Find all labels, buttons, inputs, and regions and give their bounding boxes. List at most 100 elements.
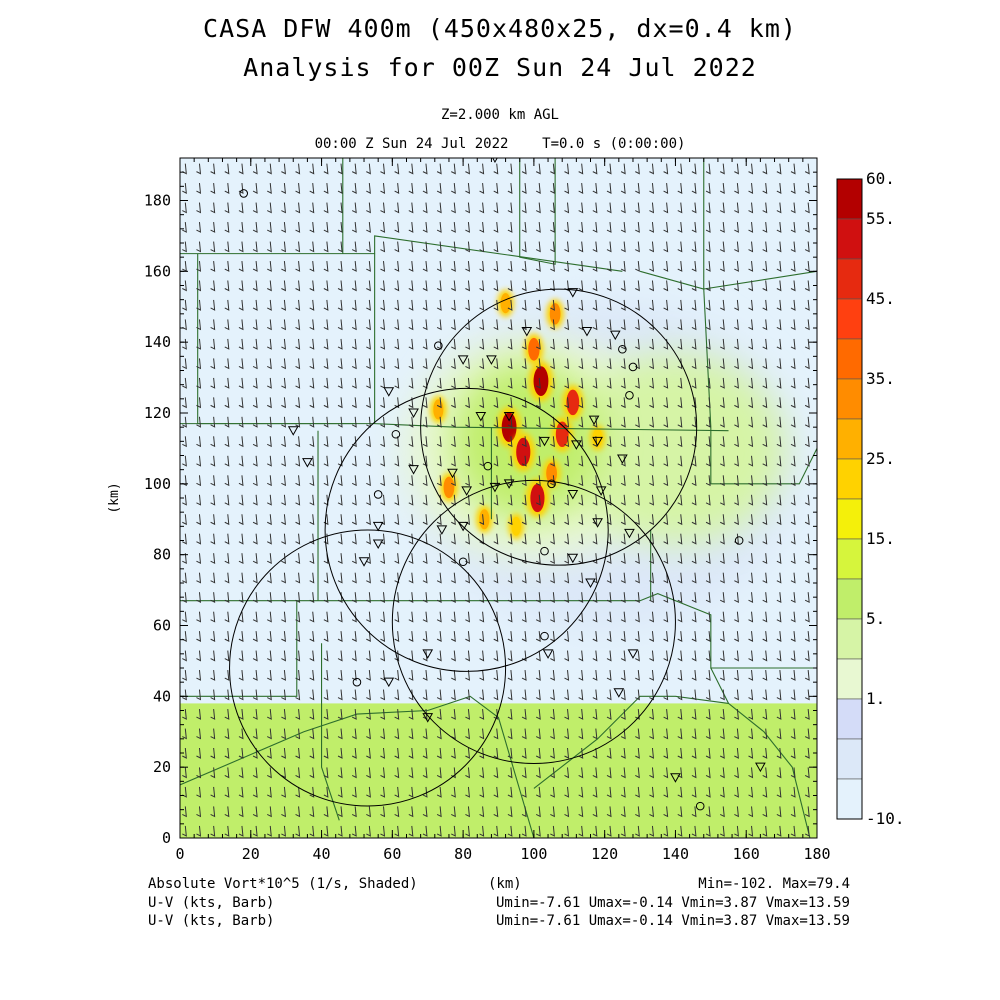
wind-barb-224 xyxy=(804,747,810,759)
wind-barb-1375 xyxy=(535,241,541,253)
wind-barb-929 xyxy=(592,436,598,448)
station-circle-11 xyxy=(734,536,744,545)
wind-barb-173 xyxy=(719,767,725,779)
wind-barb-94 xyxy=(238,786,244,798)
wind-barb-701 xyxy=(550,533,555,545)
wind-barb-101 xyxy=(337,786,343,798)
wind-barb-1129 xyxy=(238,338,244,350)
wind-barb-857 xyxy=(210,455,216,467)
county-boundary-2 xyxy=(180,423,729,432)
wind-barb-1150 xyxy=(535,338,541,350)
wind-barb-84 xyxy=(734,806,739,818)
wind-barb-1552 xyxy=(493,163,499,175)
wind-barb-623 xyxy=(719,572,725,584)
wind-barb-1422 xyxy=(564,222,570,233)
wind-barb-70 xyxy=(535,806,541,818)
station-triangle-39 xyxy=(627,649,639,659)
station-triangle-9 xyxy=(475,412,487,422)
wind-barb-1504 xyxy=(451,183,456,194)
wind-barb-62 xyxy=(422,806,428,818)
wind-barb-782 xyxy=(422,494,428,506)
wind-barb-493 xyxy=(790,631,796,642)
wind-barb-442 xyxy=(705,650,711,662)
wind-barb-1438 xyxy=(790,222,796,233)
wind-barb-601 xyxy=(408,572,414,584)
wind-barb-1197 xyxy=(564,319,570,331)
wind-barb-274 xyxy=(238,708,244,720)
wind-barb-143 xyxy=(295,767,301,779)
wind-barb-1321 xyxy=(408,260,414,272)
wind-barb-399 xyxy=(734,670,739,681)
wind-barb-1168 xyxy=(790,338,796,350)
wind-barb-1008 xyxy=(436,397,442,409)
wind-barb-34 xyxy=(663,825,669,837)
wind-barb-1105 xyxy=(535,358,541,370)
wind-barb-1269 xyxy=(309,280,315,292)
wind-barb-702 xyxy=(564,533,570,545)
wind-barb-1089 xyxy=(309,358,315,370)
wind-barb-718 xyxy=(790,533,796,545)
wind-barb-35 xyxy=(677,825,683,837)
wind-barb-524 xyxy=(592,611,598,623)
wind-barb-1381 xyxy=(620,241,626,253)
wind-barb-1082 xyxy=(210,358,216,370)
wind-barb-110 xyxy=(465,786,471,798)
wind-barb-1107 xyxy=(564,358,570,370)
wind-barb-1512 xyxy=(564,183,570,194)
wind-barb-969 xyxy=(521,416,527,428)
wind-barb-1093 xyxy=(366,358,371,370)
wind-barb-72 xyxy=(564,806,570,818)
wind-barb-1171 xyxy=(196,319,202,331)
wind-barb-798 xyxy=(649,494,655,506)
wind-barb-829 xyxy=(451,475,456,487)
wind-barb-968 xyxy=(507,416,513,428)
wind-barb-1151 xyxy=(550,338,555,350)
station-triangle-6 xyxy=(486,355,497,365)
wind-barb-973 xyxy=(578,416,584,428)
wind-barb-525 xyxy=(606,611,612,623)
wind-barb-542 xyxy=(210,592,216,604)
wind-barb-836 xyxy=(550,475,555,487)
wind-barb-1493 xyxy=(295,183,301,194)
wind-barb-20 xyxy=(465,825,471,837)
wind-barb-1428 xyxy=(649,222,655,233)
wind-barb-291 xyxy=(479,708,485,720)
wind-barb-462 xyxy=(351,631,357,642)
wind-barb-1214 xyxy=(804,319,810,331)
wind-barb-485 xyxy=(677,631,683,642)
wind-barb-1271 xyxy=(337,280,343,292)
wind-barb-220 xyxy=(748,747,754,759)
wind-barb-808 xyxy=(790,494,796,506)
wind-barb-814 xyxy=(238,475,244,487)
wind-barb-1359 xyxy=(309,241,315,253)
wind-barb-445 xyxy=(748,650,754,662)
wind-barb-1056 xyxy=(479,377,485,389)
wind-barb-265 xyxy=(748,728,754,740)
station-triangle-41 xyxy=(755,762,766,773)
wind-barb-66 xyxy=(479,806,485,818)
wind-barb-12 xyxy=(351,825,357,837)
station-triangle-23 xyxy=(567,489,579,500)
wind-barb-1059 xyxy=(521,377,527,389)
wind-barb-1314 xyxy=(309,260,315,272)
station-triangle-4 xyxy=(609,330,621,341)
wind-barb-500 xyxy=(252,611,258,623)
wind-barb-1299 xyxy=(734,280,739,292)
wind-barb-839 xyxy=(592,475,598,487)
wind-barb-1475 xyxy=(677,202,683,214)
wind-barb-775 xyxy=(323,494,329,506)
wind-barb-951 xyxy=(267,416,272,428)
wind-barb-874 xyxy=(451,455,456,467)
wind-barb-1156 xyxy=(620,338,626,350)
wind-barb-473 xyxy=(507,631,513,642)
wind-barb-1412 xyxy=(422,222,428,233)
wind-barb-1062 xyxy=(564,377,570,389)
wind-barb-393 xyxy=(649,670,655,681)
wind-barb-2 xyxy=(210,825,216,837)
wind-barb-106 xyxy=(408,786,414,798)
wind-barb-1352 xyxy=(210,241,216,253)
wind-barb-266 xyxy=(762,728,768,740)
wind-barb-544 xyxy=(238,592,244,604)
station-triangle-40 xyxy=(670,773,681,783)
wind-barb-828 xyxy=(436,475,442,487)
